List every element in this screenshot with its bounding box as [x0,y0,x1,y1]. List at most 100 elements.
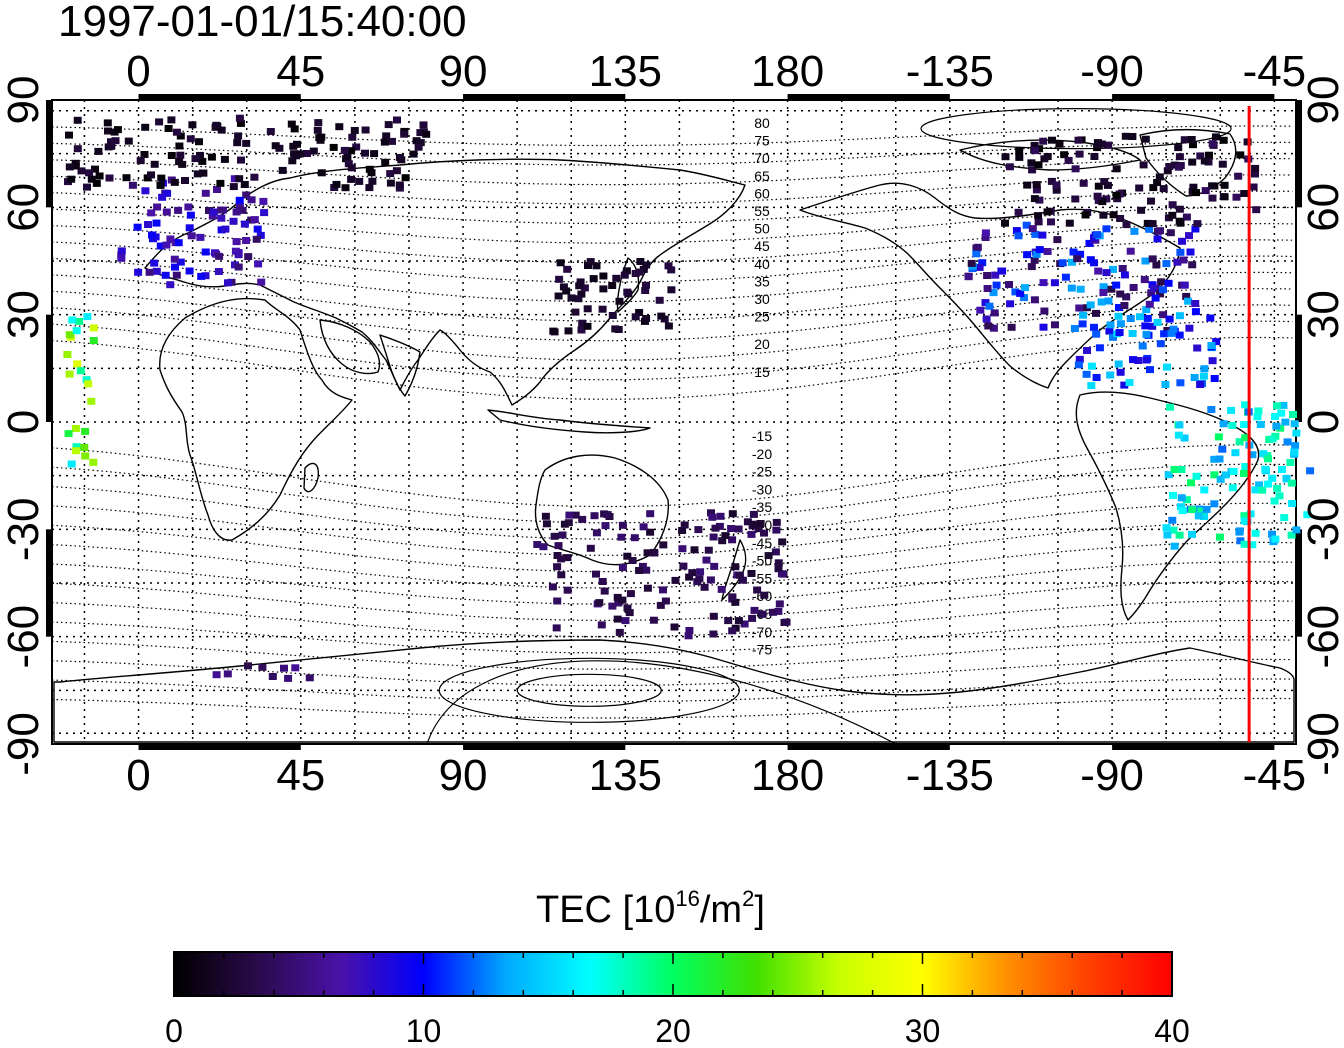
tec-pixel [1164,471,1173,479]
tec-pixel [1199,372,1208,380]
tec-pixel [782,618,791,626]
tec-pixel [1200,157,1209,165]
tec-pixel [63,351,72,358]
tec-pixel [981,229,990,237]
tec-pixel [1138,342,1147,350]
frame-bar-right [1296,314,1302,422]
tec-pixel [1290,448,1299,456]
tec-pixel [1039,137,1048,145]
tec-pixel [1076,250,1085,258]
tec-pixel [774,607,783,615]
tec-pixel [81,452,90,460]
tec-pixel [250,216,259,224]
tec-pixel [1060,151,1069,159]
tec-pixel [1278,466,1286,473]
tec-pixel [247,196,256,204]
tec-pixel [1259,450,1268,458]
frame-bar-left [46,529,52,637]
tec-pixel [1140,276,1149,284]
tec-pixel [1143,314,1152,322]
tec-pixel [1120,271,1129,279]
tec-pixel [964,273,973,281]
tec-pixel [80,443,89,451]
tec-pixel [641,287,650,294]
tec-pixel [667,286,676,294]
frame-bar-bottom [463,744,626,750]
tec-pixel [284,674,293,682]
tec-pixel [244,662,252,670]
tec-pixel [1175,421,1184,429]
tec-pixel [1252,206,1261,214]
tec-pixel [749,510,758,518]
tec-pixel [1146,366,1154,374]
tec-pixel [592,262,601,270]
tec-pixel [1120,302,1129,309]
tec-pixel [1292,526,1301,534]
tec-pixel [395,154,404,161]
tec-pixel [1176,248,1185,256]
colorbar-title-unit: /m [699,889,743,931]
tec-pixel [217,214,226,222]
tec-pixel [1175,153,1184,161]
tec-pixel [628,557,637,564]
tec-pixel [1053,236,1062,244]
tec-pixel [1149,184,1158,192]
tec-pixel [1104,297,1113,305]
tec-pixel [414,143,423,151]
tec-pixel [314,119,323,127]
tec-pixel [1241,434,1250,442]
tec-pixel [136,157,145,165]
tec-pixel [176,151,185,159]
tec-pixel [196,233,205,241]
tec-pixel [1205,151,1213,159]
tec-pixel [586,258,595,266]
tec-pixel [303,150,311,157]
tec-pixel [707,509,715,517]
tec-pixel [1047,177,1056,185]
tec-pixel [209,208,218,216]
lon-label-bottom: 180 [751,751,824,800]
tec-pixel [1264,455,1272,463]
tec-pixel [1163,363,1171,371]
tec-pixel [1220,193,1229,201]
tec-pixel [166,281,175,289]
tec-pixel [65,331,74,339]
tec-pixel [329,143,338,151]
tec-pixel [1076,285,1085,293]
lat-label-left: 60 [0,183,48,232]
tec-pixel [171,263,179,271]
tec-pixel [655,296,664,304]
tec-pixel [760,591,769,599]
tec-pixel [181,177,189,184]
tec-pixel [395,181,404,189]
magnetic-contour [51,239,1293,283]
tec-pixel [1116,215,1125,222]
tec-pixel [1136,313,1144,321]
tec-pixel [552,624,561,632]
colorbar-label: 10 [406,1013,442,1048]
tec-pixel [1067,284,1076,292]
contour-label-north: 15 [754,364,770,380]
tec-pixel [242,139,251,147]
tec-pixel [1159,311,1168,319]
tec-pixel [393,116,401,124]
tec-pixel [1175,331,1184,339]
tec-pixel [67,175,76,183]
tec-pixel [1169,526,1178,534]
tec-pixel [1194,512,1203,520]
tec-pixel [257,278,266,286]
tec-pixel [1168,201,1177,209]
tec-pixel [1129,356,1137,364]
tec-pixel [150,160,159,168]
tec-pixel [71,447,80,455]
tec-pixel [571,308,580,316]
tec-pixel [170,178,179,186]
tec-pixel [1208,182,1217,190]
lat-label-left: 0 [0,410,48,434]
tec-pixel [695,575,704,583]
tec-pixel [191,155,200,163]
tec-pixel [1200,365,1209,373]
tec-pixel [1219,136,1228,144]
tec-pixel [73,116,82,124]
